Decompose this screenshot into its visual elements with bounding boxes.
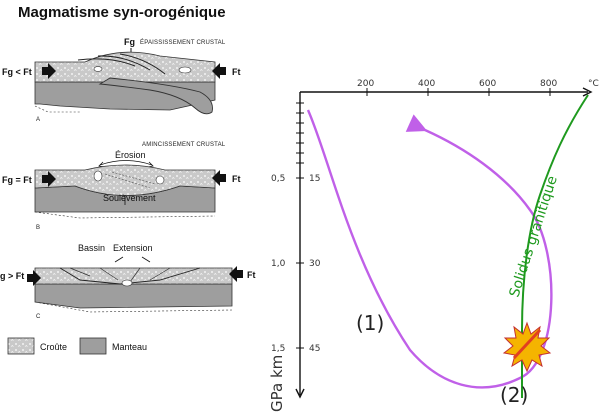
panel-b-erosion-label: Érosion [115, 150, 146, 160]
panel-b-left-label: Fg = Ft [2, 175, 32, 185]
path-label-1: (1) [356, 311, 384, 335]
panel-c-basin-label: Bassin [78, 243, 105, 253]
panel-c: Bassin Extension g > Ft Ft C [0, 243, 256, 320]
panel-b-caption: AMINCISSEMENT CRUSTAL [142, 142, 226, 148]
temperature-tick-800: 800 [540, 79, 557, 89]
path-label-2: (2) [500, 383, 528, 407]
panel-a-right-label: Ft [232, 67, 241, 77]
panel-c-extension-label: Extension [113, 243, 153, 253]
figure-title: Magmatisme syn-orogénique [18, 4, 226, 21]
panel-c-right-arrow [229, 266, 243, 282]
panel-a-slab [98, 77, 213, 115]
panel-a-left-arrow [42, 63, 56, 79]
legend-crust-swatch [7, 337, 35, 355]
legend-mantle-swatch [79, 337, 107, 355]
depth-tick-45: 45 [309, 344, 320, 354]
legend-mantle-label: Manteau [112, 342, 147, 352]
panel-a-left-label: Fg < Ft [2, 67, 32, 77]
panel-b: AMINCISSEMENT CRUSTAL Érosion Soulèvemen… [2, 142, 241, 231]
temperature-unit: °C [588, 79, 599, 89]
panel-b-right-label: Ft [232, 174, 241, 184]
panel-b-letter: B [36, 225, 40, 231]
melt-star [502, 321, 552, 373]
depth-tick-30: 30 [309, 259, 321, 269]
panel-b-uplift-label: Soulèvement [103, 193, 156, 203]
panel-a-fg-label: Fg [124, 37, 135, 47]
temperature-tick-200: 200 [357, 79, 374, 89]
depth-tick-15: 15 [309, 174, 320, 184]
panel-b-left-arrow [42, 171, 56, 187]
panel-b-right-arrow [212, 170, 226, 186]
panel-c-left-label: g > Ft [0, 271, 24, 281]
panel-c-right-label: Ft [247, 270, 256, 280]
panel-a-letter: A [36, 117, 40, 123]
pt-diagram: 200 400 600 800 °C 0,5 1,0 1,5 15 30 45 … [268, 79, 599, 412]
solidus-curve [521, 94, 589, 398]
panel-a-caption: ÉPAISSISSEMENT CRUSTAL [140, 39, 226, 46]
pressure-tick-1-5: 1,5 [271, 344, 285, 354]
panel-a-right-arrow [212, 63, 226, 79]
pressure-tick-0-5: 0,5 [271, 174, 285, 184]
pt-path [306, 109, 553, 389]
legend-crust-label: Croûte [40, 342, 67, 352]
panel-c-mantle [34, 283, 233, 309]
panel-b-crust [34, 164, 216, 196]
panel-a: ÉPAISSISSEMENT CRUSTAL Fg Fg < Ft Ft A [2, 37, 241, 123]
pressure-axis-label-visible: GPa km [268, 355, 286, 412]
pressure-tick-1-0: 1,0 [271, 259, 286, 269]
panel-c-left-arrow [27, 270, 41, 286]
panel-c-letter: C [36, 314, 41, 320]
temperature-tick-600: 600 [479, 79, 496, 89]
legend: Croûte Manteau [7, 337, 147, 355]
temperature-tick-400: 400 [418, 79, 435, 89]
